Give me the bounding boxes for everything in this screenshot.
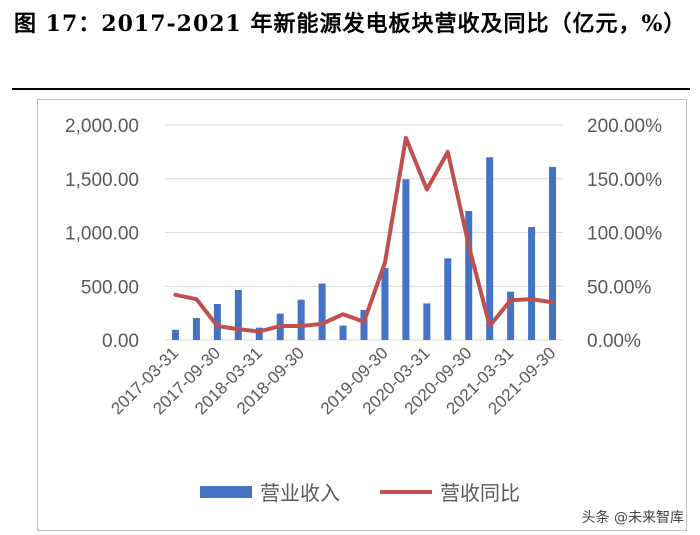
figure-title: 图 17：2017-2021 年新能源发电板块营收及同比（亿元，%） bbox=[14, 11, 687, 37]
bar bbox=[171, 329, 179, 340]
bar bbox=[444, 258, 452, 340]
bar bbox=[213, 303, 221, 340]
bar bbox=[192, 317, 200, 340]
y-right-tick-label: 50.00% bbox=[587, 277, 652, 298]
chart-frame bbox=[37, 99, 687, 531]
bar bbox=[234, 290, 242, 340]
bar bbox=[297, 299, 305, 340]
bar bbox=[360, 309, 368, 340]
y-left-tick-label: 1,000.00 bbox=[65, 224, 139, 245]
y-right-tick-label: 200.00% bbox=[587, 116, 662, 137]
bar bbox=[528, 227, 536, 340]
legend-swatch-bar bbox=[200, 486, 252, 498]
bar bbox=[339, 325, 347, 340]
legend-label: 营收同比 bbox=[440, 481, 520, 505]
bar bbox=[549, 166, 557, 340]
growth-line bbox=[173, 135, 555, 334]
bar bbox=[423, 303, 431, 340]
y-left-tick-label: 1,500.00 bbox=[65, 170, 139, 191]
title-rule bbox=[12, 88, 690, 90]
y-right-tick-label: 0.00% bbox=[587, 331, 641, 352]
y-right-tick-label: 100.00% bbox=[587, 224, 662, 245]
bar bbox=[255, 327, 263, 340]
y-left-tick-label: 500.00 bbox=[81, 277, 139, 298]
legend-label: 营业收入 bbox=[260, 481, 340, 505]
y-left-tick-label: 2,000.00 bbox=[65, 116, 139, 137]
bar bbox=[486, 157, 494, 340]
watermark: 头条 @未来智库 bbox=[581, 510, 684, 526]
y-left-tick-label: 0.00 bbox=[102, 331, 139, 352]
bar bbox=[318, 283, 326, 340]
bar bbox=[381, 267, 389, 340]
bar bbox=[465, 211, 473, 340]
bar bbox=[402, 179, 410, 340]
bar bbox=[507, 291, 515, 340]
y-right-tick-label: 150.00% bbox=[587, 170, 662, 191]
